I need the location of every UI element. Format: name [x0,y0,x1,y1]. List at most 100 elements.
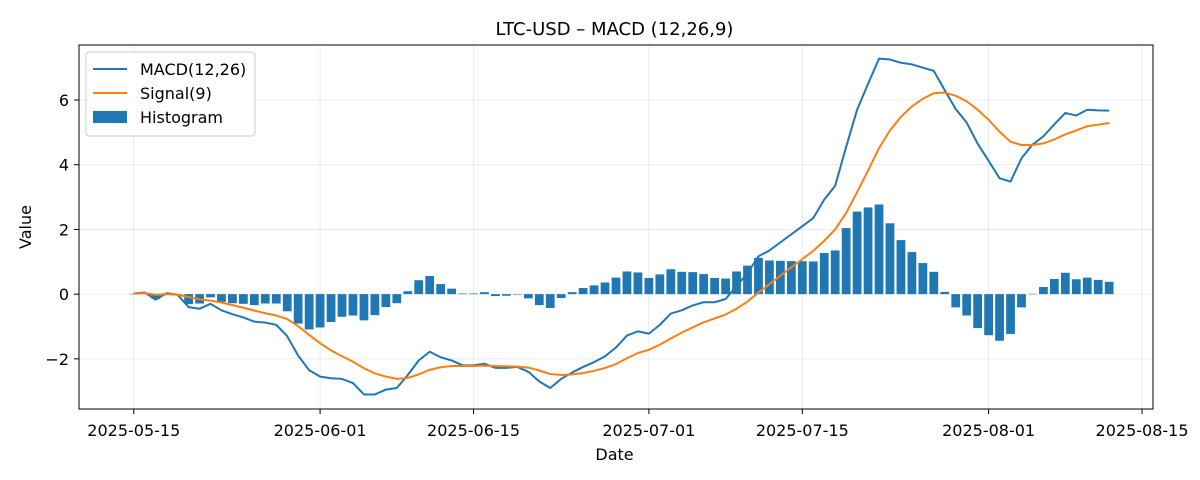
histogram-bar [885,223,895,295]
histogram-bar [447,288,456,295]
histogram-bar [392,294,402,304]
histogram-bar [852,211,862,295]
histogram-bar [1104,281,1114,295]
histogram-bar [918,263,928,295]
signal-line [133,91,1110,380]
histogram-bar [326,294,336,322]
histogram-bar [1028,293,1037,295]
histogram-bar [677,271,687,295]
histogram-bar [732,271,741,295]
histogram-bar [688,272,698,295]
histogram-bar [293,294,303,324]
x-tick-label: 2025-08-15 [1096,421,1189,440]
histogram-bar [896,240,906,295]
histogram-bar [239,294,248,304]
histogram-bar [228,294,237,304]
histogram-bar [359,294,369,321]
histogram-bar [282,294,292,312]
y-axis-title: Value [16,205,35,249]
legend: MACD(12,26) Signal(9) Histogram [85,51,256,137]
histogram-bar [567,292,577,295]
histogram-bar [786,261,796,295]
histogram-bar [797,261,807,295]
histogram-bar [249,294,259,306]
histogram-bar [984,294,993,336]
histogram-bar [425,276,435,295]
histogram-bar [754,257,763,295]
histogram-bar [381,294,391,308]
histogram-bar [414,280,424,295]
histogram-bar [315,294,325,328]
histogram-bar [184,294,193,305]
histogram-bar [403,291,413,295]
histogram-bar [151,294,161,299]
histogram-bar [337,294,347,317]
histogram-bar [776,260,785,295]
histogram-bar [1082,277,1092,295]
histogram-bar [578,287,588,295]
histogram-bar [830,250,840,295]
histogram-bar [962,294,972,316]
histogram-bars [129,204,1114,341]
histogram-bar [644,277,654,295]
x-axis-title: Date [595,445,633,464]
histogram-bar [611,277,621,295]
histogram-bar [907,252,917,295]
histogram-bar [633,272,643,295]
histogram-bar [260,294,270,304]
plot-frame [78,44,1154,410]
histogram-bar [995,294,1004,341]
histogram-bar [348,294,358,316]
legend-swatch-histogram [93,111,127,123]
y-tick-label: 6 [59,91,69,110]
y-tick-label: 0 [59,285,69,304]
histogram-bar [951,294,961,308]
histogram-bar [710,277,720,295]
histogram-bar [666,269,676,295]
histogram-bar [370,294,380,316]
y-tick-label: −2 [45,350,69,369]
histogram-bar [436,284,446,295]
histogram-bar [600,282,610,295]
histogram-bar [502,294,511,296]
histogram-bar [469,293,478,295]
histogram-bar [556,294,566,299]
x-tick-label: 2025-08-01 [942,421,1035,440]
y-tick-label: 4 [59,156,69,175]
series-lines [133,57,1110,396]
histogram-bar [491,294,500,297]
histogram-bar [458,293,467,295]
histogram-bar [973,294,983,329]
x-tick-label: 2025-07-15 [756,421,849,440]
histogram-bar [721,278,730,295]
legend-box [85,51,256,137]
x-tick-label: 2025-07-01 [602,421,695,440]
histogram-bar [271,294,281,304]
x-tick-label: 2025-06-15 [427,421,520,440]
histogram-bar [512,294,522,295]
legend-label: Histogram [140,108,223,127]
histogram-bar [1060,272,1070,295]
y-tick-label: 2 [59,220,69,239]
chart-title: LTC-USD – MACD (12,26,9) [496,19,734,40]
histogram-bar [129,293,139,295]
histogram-bar [1017,294,1026,308]
histogram-bar [863,207,873,295]
histogram-bar [1093,279,1103,295]
histogram-bar [808,261,818,295]
histogram-bar [545,294,555,309]
histogram-bar [743,265,752,295]
histogram-bar [534,294,544,306]
histogram-bar [874,204,884,295]
histogram-bar [819,253,829,295]
x-tick-label: 2025-05-15 [87,421,180,440]
histogram-bar [480,292,489,295]
histogram-bar [622,271,632,295]
histogram-bar [841,228,851,295]
histogram-bar [304,294,314,330]
legend-label: MACD(12,26) [140,60,246,79]
histogram-bar [589,285,599,295]
histogram-bar [929,271,939,295]
x-tick-label: 2025-06-01 [274,421,367,440]
